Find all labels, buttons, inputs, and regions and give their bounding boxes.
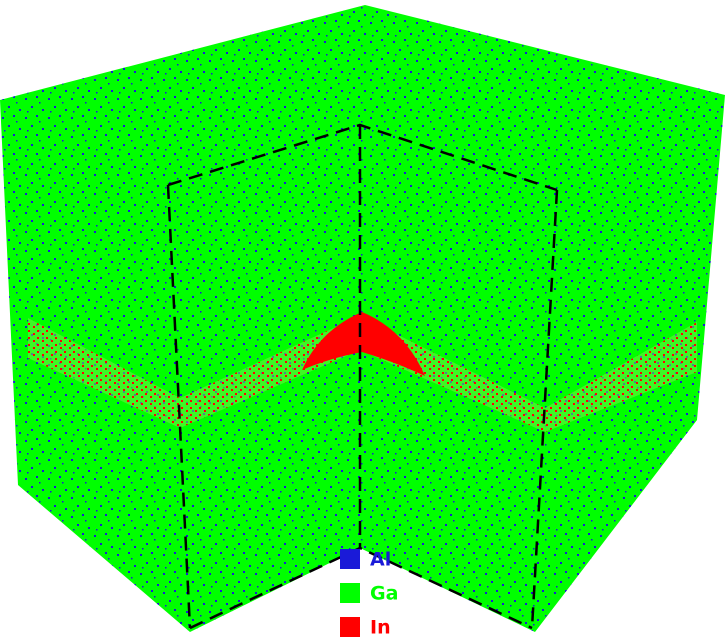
legend-swatch <box>340 583 360 603</box>
legend-swatch <box>340 549 360 569</box>
cut-outline <box>166 123 559 630</box>
cut-left-edge <box>166 184 192 629</box>
legend-swatch <box>340 617 360 637</box>
legend-label: Ga <box>370 583 398 605</box>
legend-label: Al <box>370 549 391 571</box>
in-atoms <box>28 316 697 432</box>
legend-label: In <box>370 617 391 639</box>
in-dome <box>302 312 425 376</box>
cut-bottom-edge <box>189 546 533 630</box>
cut-right-edge <box>530 189 559 629</box>
legend: Al Ga In <box>340 549 398 639</box>
al-band <box>25 290 697 470</box>
